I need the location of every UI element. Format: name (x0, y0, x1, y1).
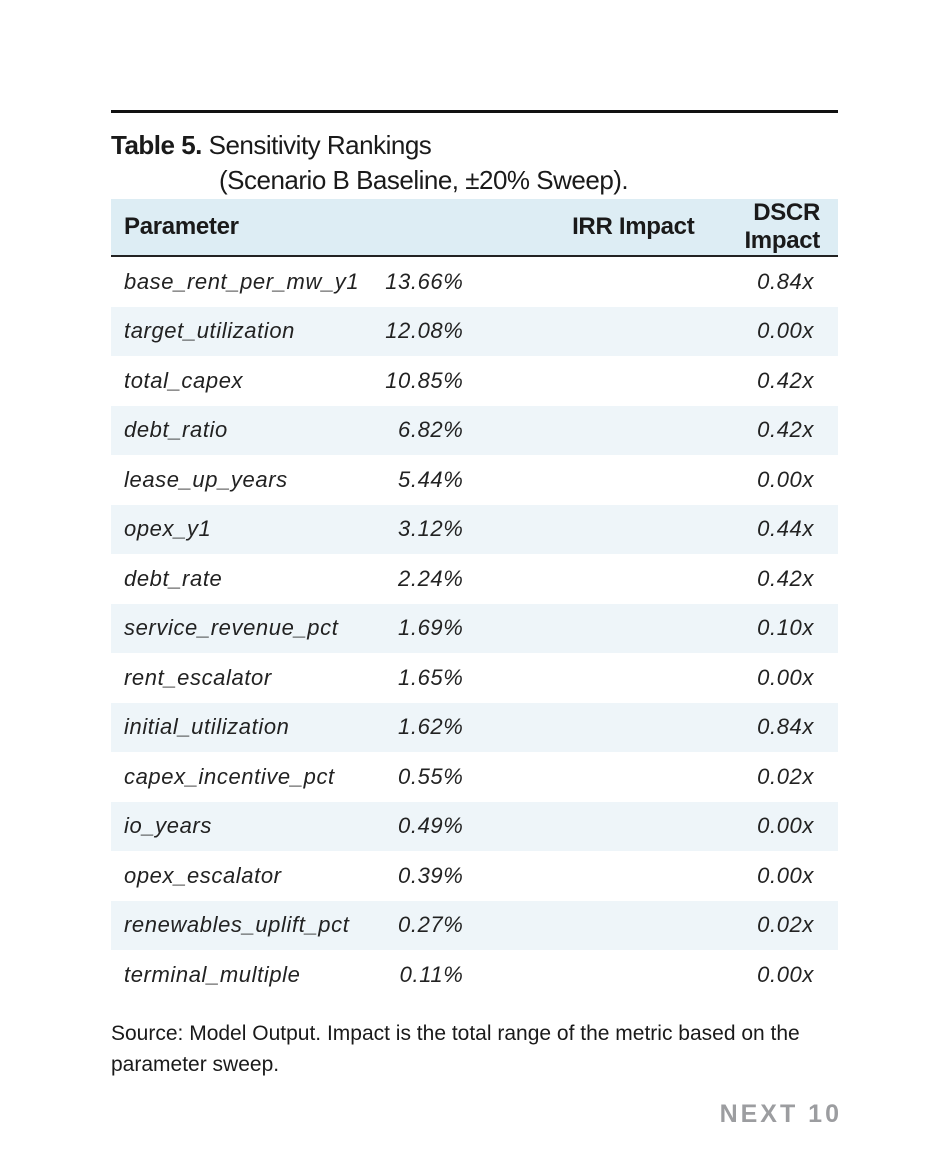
cell-dscr-impact: 0.42x (757, 565, 814, 591)
cell-dscr-impact: 0.02x (757, 763, 814, 789)
cell-parameter: terminal_multiple (124, 961, 301, 987)
cell-dscr-impact: 0.00x (757, 862, 814, 888)
table-row: debt_ratio 6.82% 0.42x (111, 405, 838, 455)
table-row: opex_y1 3.12% 0.44x (111, 504, 838, 554)
cell-irr-impact: 0.39% (398, 862, 464, 888)
cell-parameter: debt_ratio (124, 417, 228, 443)
cell-dscr-impact: 0.44x (757, 516, 814, 542)
table-header-row: Parameter IRR Impact DSCR Impact (111, 199, 838, 257)
cell-irr-impact: 0.55% (398, 763, 464, 789)
caption-line2: (Scenario B Baseline, ±20% Sweep). (219, 165, 629, 195)
cell-dscr-impact: 0.84x (757, 714, 814, 740)
table-row: io_years 0.49% 0.00x (111, 801, 838, 851)
table-row: target_utilization 12.08% 0.00x (111, 306, 838, 356)
cell-parameter: base_rent_per_mw_y1 (124, 268, 360, 294)
table-row: total_capex 10.85% 0.42x (111, 356, 838, 406)
table-row: capex_incentive_pct 0.55% 0.02x (111, 752, 838, 802)
table-row: debt_rate 2.24% 0.42x (111, 554, 838, 604)
source-note: Source: Model Output. Impact is the tota… (111, 1022, 800, 1076)
cell-irr-impact: 1.65% (398, 664, 464, 690)
table-row: service_revenue_pct 1.69% 0.10x (111, 603, 838, 653)
cell-dscr-impact: 0.00x (757, 664, 814, 690)
table-row: initial_utilization 1.62% 0.84x (111, 702, 838, 752)
cell-dscr-impact: 0.00x (757, 318, 814, 344)
table-row: opex_escalator 0.39% 0.00x (111, 851, 838, 901)
cell-irr-impact: 12.08% (385, 318, 464, 344)
cell-parameter: target_utilization (124, 318, 296, 344)
cell-parameter: debt_rate (124, 565, 223, 591)
cell-irr-impact: 0.49% (398, 813, 464, 839)
cell-dscr-impact: 0.10x (757, 615, 814, 641)
cell-irr-impact: 3.12% (398, 516, 464, 542)
caption-label: Table 5. (111, 130, 202, 160)
cell-dscr-impact: 0.42x (757, 367, 814, 393)
cell-parameter: io_years (124, 813, 212, 839)
cell-parameter: opex_escalator (124, 862, 282, 888)
caption-line1: Sensitivity Rankings (208, 130, 432, 160)
cell-parameter: capex_incentive_pct (124, 763, 335, 789)
top-rule (111, 110, 838, 113)
table-row: terminal_multiple 0.11% 0.00x (111, 950, 838, 1000)
header-parameter: Parameter (111, 199, 373, 257)
cell-dscr-impact: 0.42x (757, 417, 814, 443)
cell-parameter: opex_y1 (124, 516, 212, 542)
cell-parameter: initial_utilization (124, 714, 290, 740)
cell-irr-impact: 10.85% (385, 367, 464, 393)
cell-parameter: total_capex (124, 367, 244, 393)
cell-dscr-impact: 0.00x (757, 961, 814, 987)
table-row: lease_up_years 5.44% 0.00x (111, 455, 838, 505)
table-caption: Table 5. Sensitivity Rankings (Scenario … (111, 128, 629, 198)
cell-irr-impact: 6.82% (398, 417, 464, 443)
footer-brand-logo: NEXT 10 (719, 1100, 842, 1128)
cell-parameter: lease_up_years (124, 466, 288, 492)
cell-dscr-impact: 0.00x (757, 813, 814, 839)
cell-parameter: renewables_uplift_pct (124, 912, 350, 938)
cell-irr-impact: 1.69% (398, 615, 464, 641)
cell-dscr-impact: 0.00x (757, 466, 814, 492)
cell-irr-impact: 0.27% (398, 912, 464, 938)
cell-irr-impact: 5.44% (398, 466, 464, 492)
cell-irr-impact: 0.11% (399, 961, 464, 987)
sensitivity-table: Parameter IRR Impact DSCR Impact base_re… (111, 199, 838, 1000)
table-row: renewables_uplift_pct 0.27% 0.02x (111, 900, 838, 950)
header-dscr-impact: DSCR Impact (694, 199, 838, 257)
cell-irr-impact: 2.24% (398, 565, 464, 591)
cell-parameter: service_revenue_pct (124, 615, 339, 641)
header-irr-impact: IRR Impact (372, 199, 695, 257)
table-row: base_rent_per_mw_y1 13.66% 0.84x (111, 256, 838, 307)
cell-irr-impact: 1.62% (398, 714, 464, 740)
cell-dscr-impact: 0.02x (757, 912, 814, 938)
cell-parameter: rent_escalator (124, 664, 272, 690)
cell-irr-impact: 13.66% (385, 268, 464, 294)
cell-dscr-impact: 0.84x (757, 268, 814, 294)
table-row: rent_escalator 1.65% 0.00x (111, 653, 838, 703)
